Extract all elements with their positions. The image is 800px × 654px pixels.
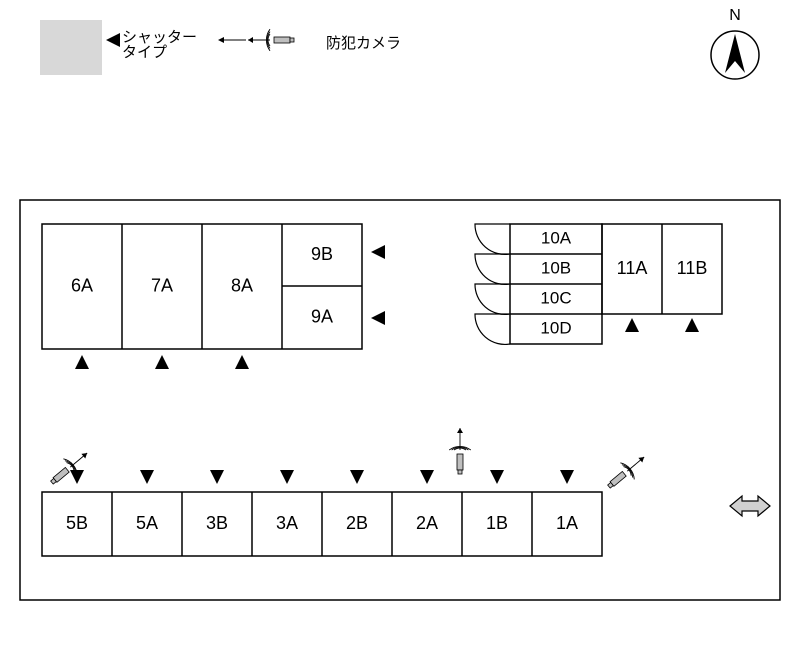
unit-label: 10A (541, 228, 572, 247)
unit-label: 3B (206, 513, 228, 533)
unit-label: 1B (486, 513, 508, 533)
unit-label: 5A (136, 513, 158, 533)
unit-label: 2A (416, 513, 438, 533)
unit-label: 3A (276, 513, 298, 533)
unit-label: 10D (540, 318, 571, 337)
unit-label: 9A (311, 306, 333, 326)
unit-label: 9B (311, 244, 333, 264)
unit-label: 7A (151, 275, 173, 295)
compass-n-label: N (729, 7, 741, 24)
unit-label: 11B (677, 258, 708, 278)
unit-label: 1A (556, 513, 578, 533)
legend-shutter-line2: タイプ (122, 44, 167, 61)
unit-label: 6A (71, 275, 93, 295)
legend-camera-label: 防犯カメラ (326, 35, 401, 52)
unit-label: 2B (346, 513, 368, 533)
unit-label: 8A (231, 275, 253, 295)
floor-plan-diagram: シャッタータイプ防犯カメラN6A7A8A9B9A10A10B10C10D11A1… (0, 0, 800, 654)
unit-label: 10C (540, 288, 571, 307)
unit-label: 10B (541, 258, 571, 277)
unit-label: 5B (66, 513, 88, 533)
unit-label: 11A (617, 258, 648, 278)
